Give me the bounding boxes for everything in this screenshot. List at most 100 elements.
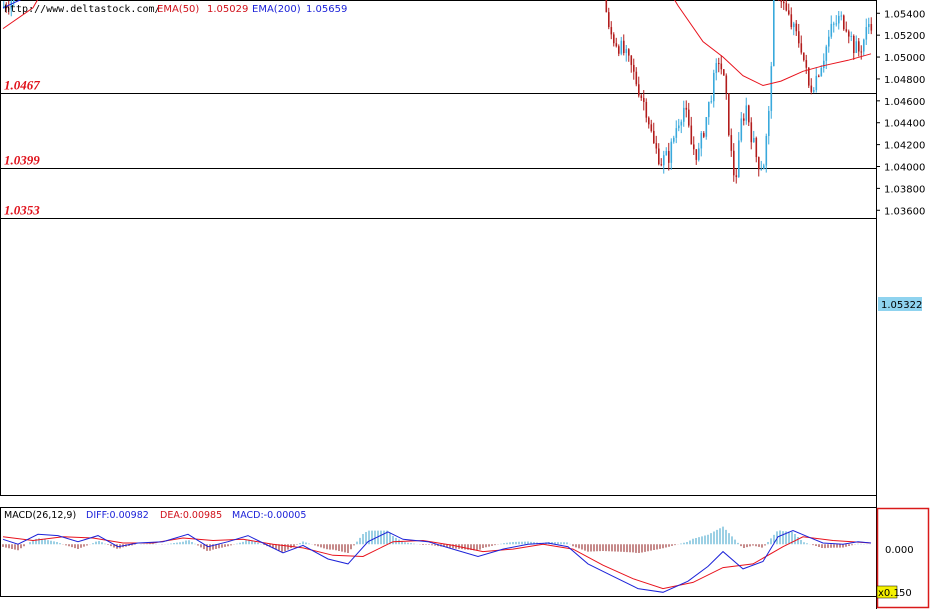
candle-body xyxy=(850,35,853,37)
candle-body xyxy=(768,110,770,137)
candle-body xyxy=(835,23,838,25)
level-label: 1.0467 xyxy=(4,78,40,93)
candle-body xyxy=(783,1,785,4)
candle-body xyxy=(608,12,610,28)
candle-body xyxy=(620,40,623,54)
candle-body xyxy=(763,165,765,170)
candle-body xyxy=(633,64,635,72)
candle-body xyxy=(648,117,650,125)
candle-body xyxy=(800,43,803,53)
candle-body xyxy=(820,67,823,77)
candle-body xyxy=(740,118,743,141)
candle-body xyxy=(720,63,723,70)
candle-body xyxy=(653,130,655,144)
candle-body xyxy=(13,0,15,2)
price-panel-frame xyxy=(0,0,877,496)
candle-body xyxy=(635,71,638,85)
candle-body xyxy=(688,109,690,126)
candle-body xyxy=(780,0,783,2)
candle-body xyxy=(643,97,645,102)
candle-body xyxy=(805,60,808,68)
candle-body xyxy=(738,140,740,178)
candle-body xyxy=(5,6,8,9)
candle-body xyxy=(625,49,628,54)
candle-body xyxy=(623,40,625,54)
candle-body xyxy=(825,46,828,61)
candle-body xyxy=(670,141,673,163)
candle-body xyxy=(675,128,678,138)
candle-body xyxy=(753,137,755,143)
candle-body xyxy=(795,23,798,32)
price-axis-tick-label: 1.05400 xyxy=(884,9,925,20)
candle-body xyxy=(853,35,855,54)
ema50-value: 1.05029 xyxy=(207,4,248,15)
price-axis-tick-label: 1.04200 xyxy=(884,141,925,152)
candle-body xyxy=(798,31,800,44)
candle-body xyxy=(830,23,833,37)
candle-body xyxy=(810,85,813,92)
candle-body xyxy=(680,121,683,126)
source-url: http://www.deltastock.com/ xyxy=(4,4,161,15)
macd-name: MACD(26,12,9) xyxy=(4,510,76,521)
candle-body xyxy=(610,27,613,35)
candle-body xyxy=(803,52,805,61)
candle-body xyxy=(743,118,745,121)
candle-body xyxy=(630,55,633,65)
candle-body xyxy=(715,63,718,73)
candle-body xyxy=(770,66,773,111)
price-axis: 1.05400 1.05200 1.05000 1.04800 1.04600 1.044… xyxy=(876,9,925,217)
candle-body xyxy=(645,101,648,118)
candle-body xyxy=(863,39,865,52)
price-axis-tick-label: 1.03600 xyxy=(884,206,925,217)
macd-dea-line xyxy=(2,536,872,590)
candle-body xyxy=(705,117,708,137)
candle-body xyxy=(658,148,660,165)
macd-diff-line xyxy=(2,530,872,593)
candle-body xyxy=(723,69,725,76)
level-label: 1.0353 xyxy=(4,203,40,218)
candle-body xyxy=(650,124,653,131)
ema50-label: EMA(50) xyxy=(157,4,199,15)
candle-body xyxy=(613,34,615,44)
candle-body xyxy=(868,24,870,28)
candle-body xyxy=(668,150,670,163)
candle-body xyxy=(665,150,668,156)
price-axis-tick-label: 1.04000 xyxy=(884,163,925,174)
candle-body xyxy=(638,84,640,96)
candle-body xyxy=(773,0,775,67)
macd-scale-badge-bg xyxy=(876,585,898,599)
candle-body xyxy=(870,24,873,31)
candle-body xyxy=(10,1,13,10)
candle-body xyxy=(695,149,698,160)
price-axis-tick-label: 1.05000 xyxy=(884,53,925,64)
macd-axis-selection[interactable] xyxy=(876,507,930,609)
candle-body xyxy=(750,122,753,143)
candle-body xyxy=(700,133,703,149)
candles xyxy=(3,0,873,184)
candle-body xyxy=(828,36,830,47)
candle-body xyxy=(628,49,630,56)
candle-body xyxy=(673,137,675,142)
candle-body xyxy=(710,101,713,103)
ema-lines xyxy=(2,0,872,87)
ema200-label: EMA(200) xyxy=(252,4,301,15)
candle-body xyxy=(858,41,860,52)
price-axis-tick-label: 1.03800 xyxy=(884,184,925,195)
candle-body xyxy=(845,29,848,32)
candle-body xyxy=(615,43,618,47)
candle-body xyxy=(813,90,815,92)
candle-body xyxy=(733,150,735,176)
current-price-badge: 1.05322 xyxy=(881,300,922,311)
macd-diff: DIFF:0.00982 xyxy=(86,510,149,521)
candle-body xyxy=(760,169,763,171)
candle-body xyxy=(735,175,738,178)
macd-scale-suffix: 50 xyxy=(899,588,912,599)
candle-body xyxy=(713,72,715,102)
candle-body xyxy=(755,137,758,158)
candle-body xyxy=(758,157,760,170)
macd-value: MACD:-0.00005 xyxy=(232,510,306,521)
current-price-badge-bg xyxy=(878,297,922,311)
macd-zero-label: 0.000 xyxy=(885,545,914,556)
